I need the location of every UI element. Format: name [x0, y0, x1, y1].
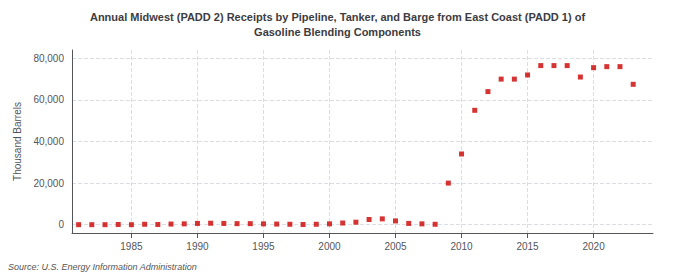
svg-text:40,000: 40,000	[33, 136, 64, 147]
svg-text:2010: 2010	[450, 241, 473, 252]
svg-text:2005: 2005	[384, 241, 407, 252]
svg-text:0: 0	[58, 219, 64, 230]
svg-text:Source: U.S. Energy Informatio: Source: U.S. Energy Information Administ…	[8, 262, 197, 272]
svg-text:2000: 2000	[318, 241, 341, 252]
svg-text:1990: 1990	[186, 241, 209, 252]
svg-text:Thousand Barrels: Thousand Barrels	[12, 102, 23, 181]
svg-text:Annual Midwest (PADD 2) Receip: Annual Midwest (PADD 2) Receipts by Pipe…	[90, 11, 585, 23]
svg-text:Gasoline Blending Components: Gasoline Blending Components	[254, 26, 421, 38]
svg-text:1985: 1985	[120, 241, 143, 252]
svg-text:60,000: 60,000	[33, 94, 64, 105]
svg-text:1995: 1995	[252, 241, 275, 252]
svg-text:80,000: 80,000	[33, 53, 64, 64]
svg-text:2020: 2020	[582, 241, 605, 252]
svg-text:20,000: 20,000	[33, 178, 64, 189]
svg-text:2015: 2015	[516, 241, 539, 252]
